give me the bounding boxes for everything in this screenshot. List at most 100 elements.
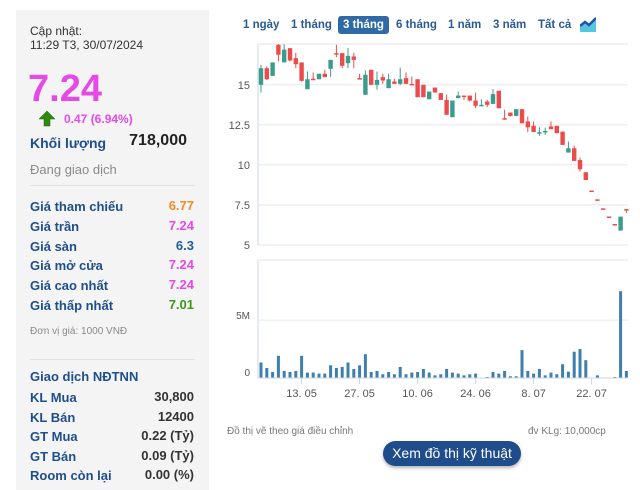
tab-2[interactable]: 3 tháng [338, 16, 389, 34]
technical-chart-button[interactable]: Xem đồ thị kỹ thuật [383, 441, 521, 466]
adjusted-price-note: Đồ thị vẽ theo giá điều chỉnh [227, 426, 354, 437]
price-row: Giá tham chiếu 6.77 [30, 198, 209, 216]
volume-bar [334, 367, 338, 378]
candle-body [514, 109, 519, 116]
update-time: 11:29 T3, 30/07/2024 [30, 38, 143, 52]
volume-bar [468, 374, 472, 378]
stock-summary-panel: Cập nhật: 11:29 T3, 30/07/2024 7.24 0.47… [16, 10, 209, 490]
price-row-label: Giá cao nhất [30, 278, 109, 294]
volume-bar [555, 374, 559, 378]
tab-3[interactable]: 6 tháng [396, 19, 437, 31]
volume-bar [294, 370, 298, 378]
chart-type-icon[interactable] [580, 17, 596, 32]
volume-bar [503, 370, 507, 378]
candle-body [409, 83, 414, 86]
candle-body [502, 118, 507, 120]
candle-body [479, 104, 484, 107]
volume-bar [520, 350, 524, 378]
volume-bar [485, 376, 489, 378]
price-row-label: Giá trần [30, 218, 80, 234]
volume-bar [462, 375, 466, 378]
candle-body [293, 58, 298, 65]
foreign-trading-title: Giao dịch NĐTNN [30, 369, 139, 384]
volume-bar [398, 366, 402, 378]
candle-body [438, 93, 443, 100]
tab-5[interactable]: 3 năm [493, 19, 527, 31]
candle-body [258, 68, 264, 85]
candle-body [560, 131, 565, 145]
volume-bar [410, 372, 414, 378]
volume-bar [346, 362, 350, 378]
candle-body [595, 199, 600, 201]
y-tick-label: 10 [238, 160, 250, 172]
candle-body [554, 125, 559, 134]
y-tick-label: 12.5 [229, 120, 250, 132]
candle-body [299, 62, 304, 81]
foreign-row-label: GT Mua [30, 429, 78, 445]
volume-bar [578, 349, 582, 378]
x-tick-label: 27. 05 [344, 388, 375, 400]
candle-body [450, 100, 455, 118]
price-change: 0.47 (6.94%) [64, 112, 133, 126]
foreign-row: GT Mua 0.22 (Tỷ) [30, 428, 209, 446]
divider [30, 185, 195, 186]
volume-bar [450, 372, 454, 378]
foreign-row: KL Bán 12400 [30, 409, 209, 427]
volume-bar [352, 368, 356, 378]
candle-body [444, 99, 449, 115]
volume-bar [619, 291, 623, 378]
volume-bar [572, 351, 576, 378]
volume-bar [549, 372, 553, 378]
candle-body [566, 148, 571, 153]
volume-bar [613, 376, 617, 378]
tab-1[interactable]: 1 tháng [291, 19, 332, 31]
candle-body [305, 79, 310, 90]
candle-body [322, 73, 327, 78]
volume-bar [323, 373, 327, 378]
up-arrow-icon [38, 110, 56, 127]
candle-body [461, 95, 467, 98]
candle-body [316, 73, 322, 80]
trading-status: Đang giao dịch [30, 162, 117, 177]
candle-body [519, 109, 525, 124]
volume-bar [329, 365, 333, 378]
candle-body [374, 79, 380, 85]
price-row-label: Giá sàn [30, 238, 77, 254]
update-label: Cập nhật: [30, 24, 83, 38]
candle-body [548, 126, 554, 130]
price-unit-note: Đơn vị giá: 1000 VNĐ [30, 326, 128, 337]
candle-body [606, 216, 612, 218]
candle-body [351, 56, 356, 60]
foreign-row-value: 0.00 (%) [144, 467, 194, 483]
candle-body [583, 172, 588, 180]
candle-body [572, 148, 577, 161]
price-row-value: 6.77 [168, 198, 194, 213]
volume-bar [514, 376, 518, 378]
tab-0[interactable]: 1 ngày [243, 19, 280, 31]
price-row-value: 6.3 [175, 237, 194, 253]
tab-4[interactable]: 1 năm [448, 19, 482, 31]
candle-body [270, 62, 275, 76]
candle-body [328, 59, 333, 69]
volume-bar [456, 373, 460, 378]
candle-body [345, 55, 351, 64]
volume-bar [445, 368, 449, 378]
candle-body [363, 74, 368, 95]
candle-body [369, 69, 374, 85]
candle-body [340, 53, 345, 66]
volume-bar [491, 371, 495, 378]
volume-bar [416, 371, 420, 378]
price-row-value: 7.24 [168, 257, 194, 273]
candle-body [496, 90, 501, 109]
candle-body [467, 95, 472, 101]
candle-body [485, 101, 490, 105]
price-row-value: 7.24 [168, 217, 194, 233]
tab-6[interactable]: Tất cả [538, 19, 572, 31]
price-row: Giá thấp nhất 7.01 [30, 297, 209, 315]
candle-body [282, 49, 287, 63]
volume-bar [537, 368, 541, 378]
volume-bar [358, 365, 362, 378]
foreign-row-label: Room còn lại [30, 468, 112, 484]
price-row-label: Giá thấp nhất [30, 298, 114, 313]
candle-body [456, 95, 461, 99]
